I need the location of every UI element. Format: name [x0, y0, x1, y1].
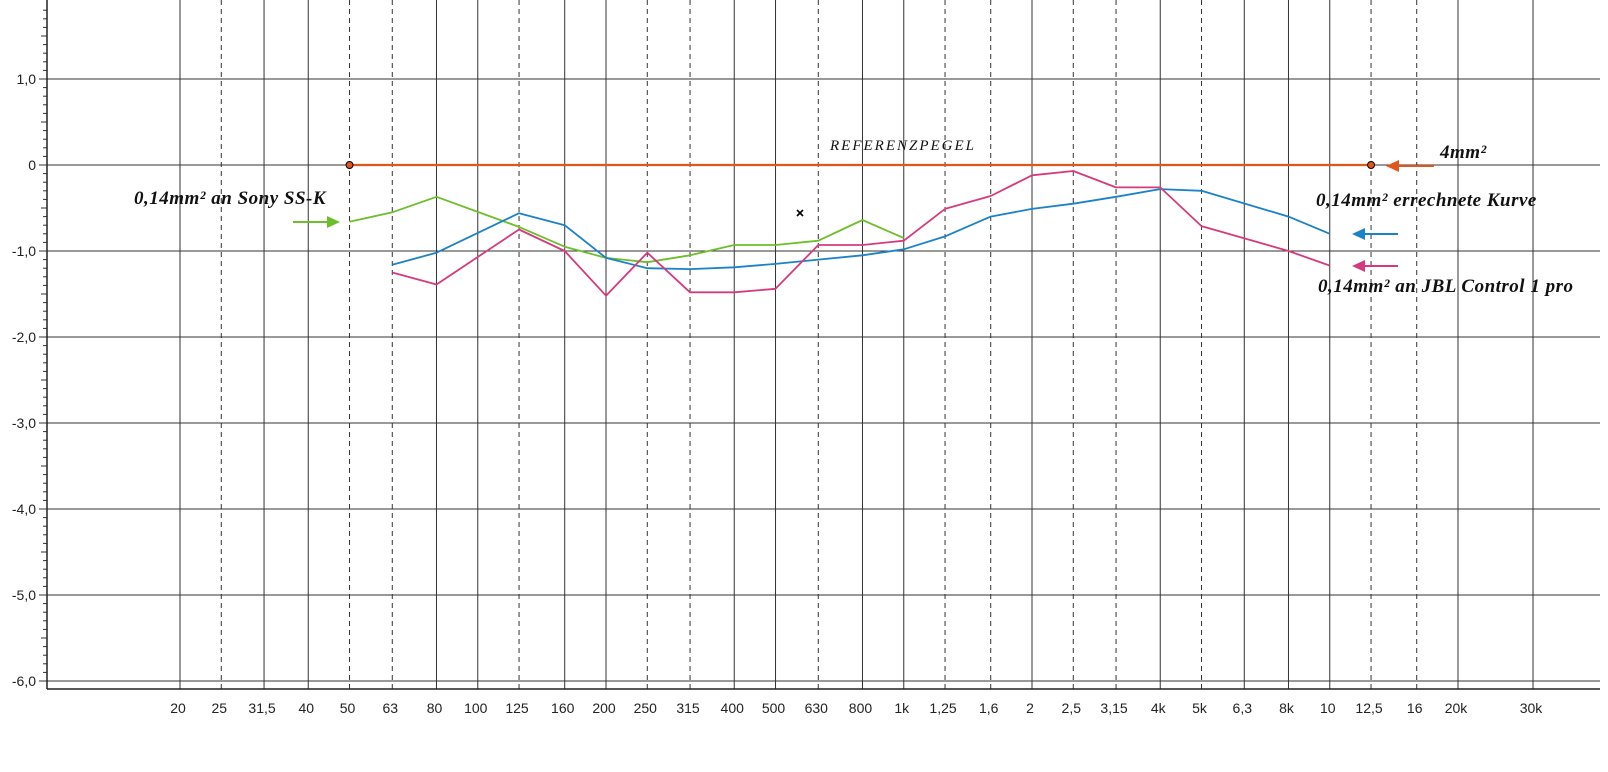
x-tick-label: 4k	[1151, 700, 1167, 716]
x-tick-label: 400	[721, 700, 745, 716]
x-tick-label: 160	[551, 700, 575, 716]
reference-endpoint	[1367, 161, 1376, 169]
y-tick-label: -1,0	[12, 243, 36, 259]
x-tick-label: 3,15	[1100, 700, 1127, 716]
y-tick-label: 0	[28, 157, 36, 173]
x-tick-label: 40	[298, 700, 314, 716]
y-tick-label: -4,0	[12, 501, 36, 517]
x-tick-label: 1,6	[979, 700, 999, 716]
series-line-computed	[392, 188, 1331, 271]
y-tick-label: -3,0	[12, 415, 36, 431]
x-tick-label: 63	[382, 700, 398, 716]
y-tick-label: -6,0	[12, 673, 36, 689]
annotations: REFERENZPEGEL 4mm² 0,14mm² an Sony SS-K …	[134, 138, 1573, 297]
y-tick-label: 1,0	[17, 71, 37, 87]
x-tick-label: 8k	[1279, 700, 1295, 716]
x-tick-label: 1k	[894, 700, 910, 716]
x-tick-label: 250	[634, 700, 658, 716]
x-tick-label: 1,25	[929, 700, 956, 716]
x-tick-label: 125	[505, 700, 529, 716]
annotation-jbl: 0,14mm² an JBL Control 1 pro	[1318, 276, 1573, 297]
x-tick-label: 80	[427, 700, 443, 716]
x-tick-label: 5k	[1192, 700, 1208, 716]
grid	[47, 0, 1600, 689]
x-tick-label: 100	[464, 700, 488, 716]
arrow-sony	[293, 216, 340, 228]
x-tick-label: 2,5	[1062, 700, 1082, 716]
x-tick-label: 16	[1407, 700, 1423, 716]
annotation-computed: 0,14mm² errechnete Kurve	[1316, 190, 1537, 211]
x-tick-label: 10	[1320, 700, 1336, 716]
cross-marker	[796, 209, 804, 217]
x-tick-label: 2	[1026, 700, 1034, 716]
series-line-sony	[349, 195, 905, 264]
x-tick-label: 6,3	[1233, 700, 1253, 716]
x-tick-label: 12,5	[1355, 700, 1382, 716]
x-tick-label: 500	[762, 700, 786, 716]
reference-endpoint	[345, 161, 354, 169]
x-tick-label: 20k	[1445, 700, 1469, 716]
y-tick-label: -5,0	[12, 587, 36, 603]
y-tick-label: -2,0	[12, 329, 36, 345]
arrow-jbl	[1352, 260, 1398, 272]
arrow-reference	[1386, 160, 1434, 172]
x-tick-label: 200	[592, 700, 616, 716]
series-line-jbl	[392, 170, 1331, 297]
x-tick-label: 800	[849, 700, 873, 716]
arrow-computed	[1352, 228, 1398, 240]
axes: 1,0 0 -1,0 -2,0 -3,0 -4,0 -5,0 -6,0 20 25 31,5 40 50…	[12, 0, 1600, 716]
annotation-4mm2: 4mm²	[1439, 142, 1488, 163]
x-tick-label: 50	[340, 700, 356, 716]
x-tick-label: 630	[805, 700, 829, 716]
x-tick-label: 25	[211, 700, 227, 716]
x-tick-label: 315	[676, 700, 700, 716]
x-tick-label: 31,5	[248, 700, 275, 716]
x-tick-label: 30k	[1520, 700, 1544, 716]
x-tick-label: 20	[170, 700, 186, 716]
reference-level-label: REFERENZPEGEL	[829, 138, 976, 154]
annotation-sony: 0,14mm² an Sony SS-K	[134, 188, 327, 209]
series	[345, 161, 1376, 297]
